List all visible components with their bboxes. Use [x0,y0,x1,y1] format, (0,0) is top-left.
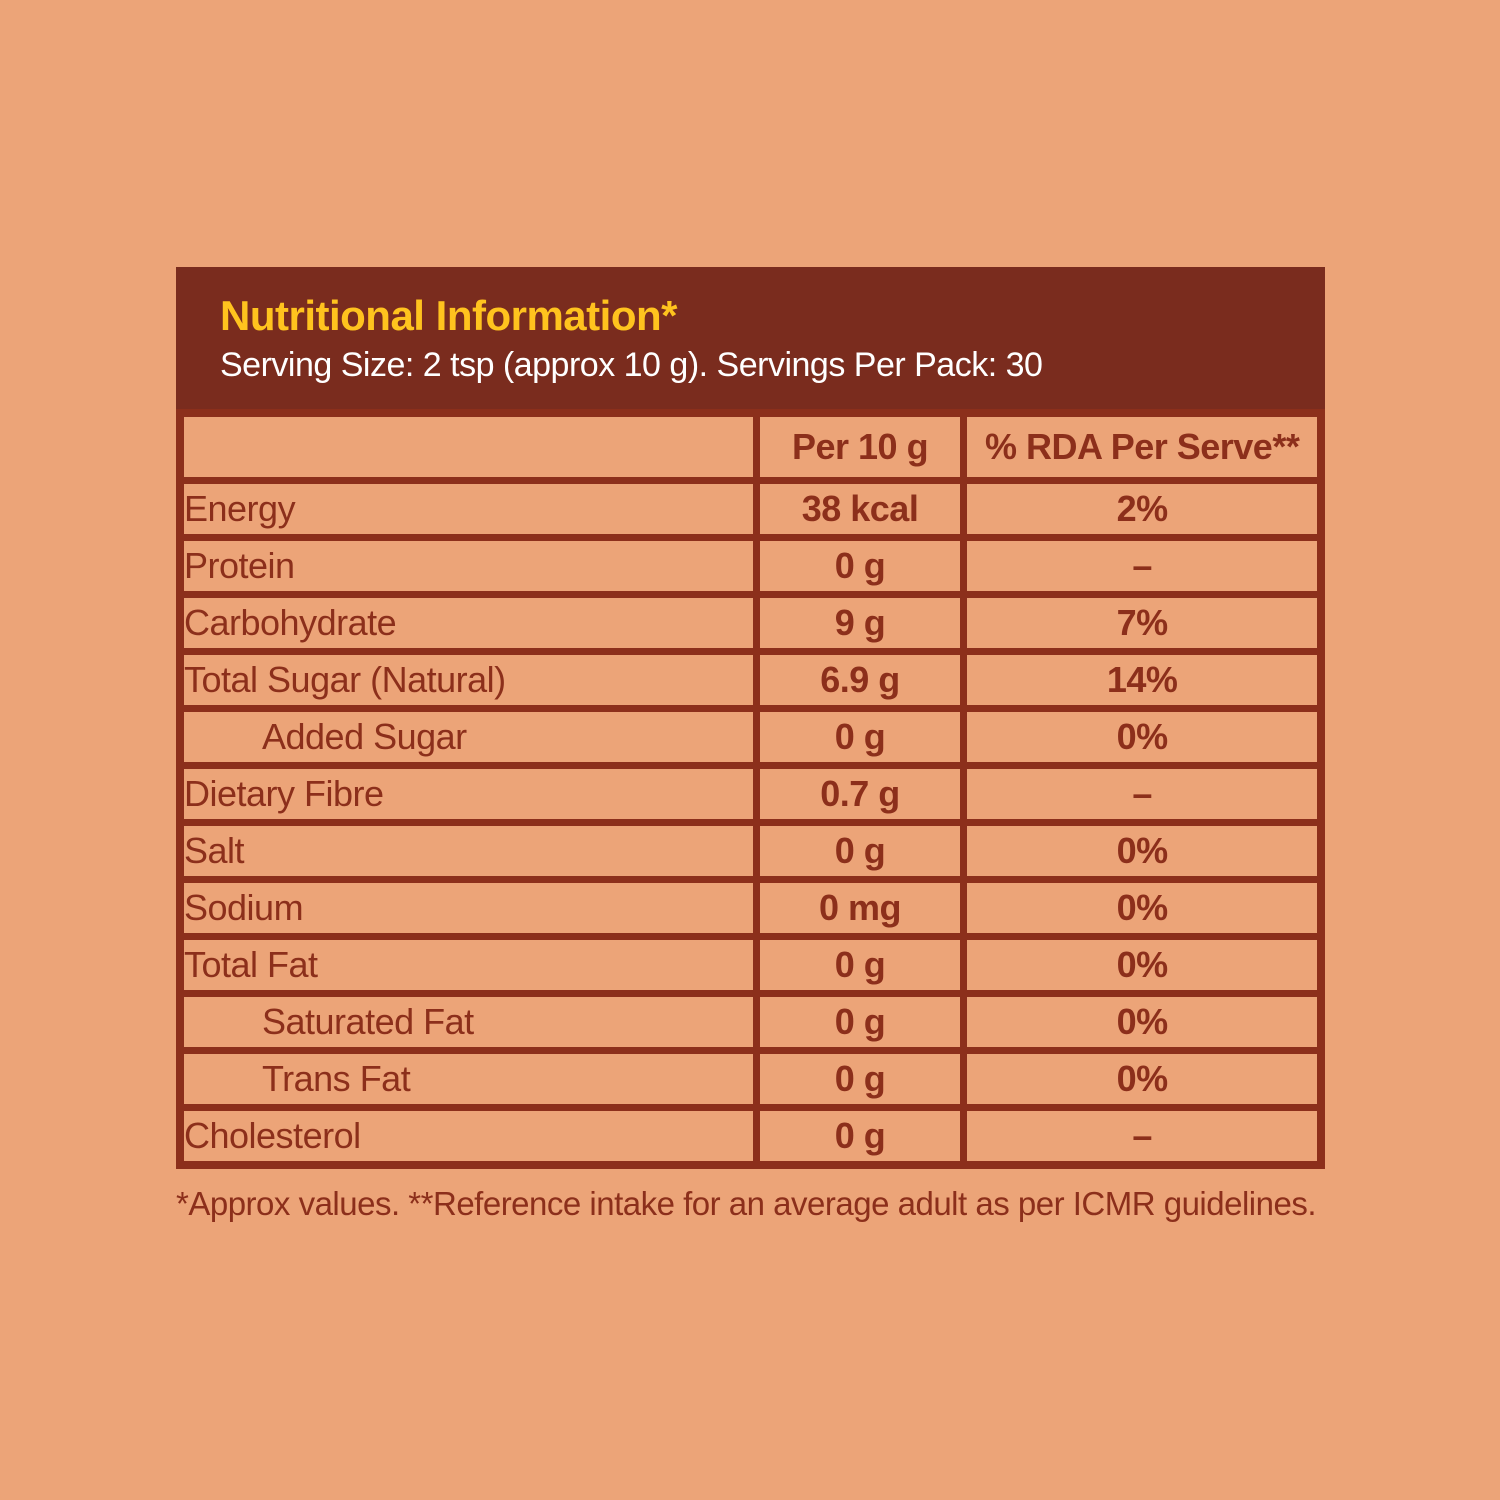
table-row: Energy 38 kcal 2% [176,477,1325,542]
nutrient-label: Cholesterol [176,1104,760,1169]
rda-value: 0% [960,876,1325,941]
per-10g-value: 9 g [752,591,968,656]
table-row: Sodium 0 mg 0% [176,876,1325,941]
per-10g-value: 0 g [752,933,968,998]
nutrient-label: Total Fat [176,933,760,998]
rda-value: 0% [960,705,1325,770]
per-10g-value: 0 g [752,1047,968,1112]
per-10g-value: 0 mg [752,876,968,941]
nutrition-table: Per 10 g % RDA Per Serve** Energy 38 kca… [176,408,1325,1169]
nutrient-label: Trans Fat [176,1047,760,1112]
table-row: Total Fat 0 g 0% [176,933,1325,998]
rda-value: 0% [960,1047,1325,1112]
per-10g-value: 6.9 g [752,648,968,713]
table-row: Dietary Fibre 0.7 g – [176,762,1325,827]
nutrient-label: Dietary Fibre [176,762,760,827]
column-header-rda-per-serve: % RDA Per Serve** [960,409,1325,485]
table-row: Saturated Fat 0 g 0% [176,990,1325,1055]
rda-value: – [960,1104,1325,1169]
nutrient-label: Added Sugar [176,705,760,770]
per-10g-value: 38 kcal [752,477,968,542]
rda-value: 7% [960,591,1325,656]
per-10g-value: 0 g [752,819,968,884]
per-10g-value: 0 g [752,534,968,599]
table-row: Salt 0 g 0% [176,819,1325,884]
label-header-bar: Nutritional Information* Serving Size: 2… [176,267,1325,409]
column-header-blank [176,409,760,485]
per-10g-value: 0.7 g [752,762,968,827]
nutrient-label: Saturated Fat [176,990,760,1055]
nutrient-label: Energy [176,477,760,542]
page-title: Nutritional Information* [220,292,677,339]
rda-value: – [960,762,1325,827]
per-10g-value: 0 g [752,705,968,770]
column-header-per-10g: Per 10 g [752,409,968,485]
rda-value: 0% [960,933,1325,998]
per-10g-value: 0 g [752,990,968,1055]
nutrient-label: Carbohydrate [176,591,760,656]
nutrient-label: Salt [176,819,760,884]
rda-value: 0% [960,819,1325,884]
rda-value: 14% [960,648,1325,713]
table-row: Cholesterol 0 g – [176,1104,1325,1169]
nutrition-label-panel: Nutritional Information* Serving Size: 2… [176,267,1325,1223]
nutrient-label: Total Sugar (Natural) [176,648,760,713]
nutrient-label: Protein [176,534,760,599]
rda-value: 2% [960,477,1325,542]
footnote-text: *Approx values. **Reference intake for a… [176,1184,1317,1222]
table-header-row: Per 10 g % RDA Per Serve** [176,409,1325,485]
rda-value: 0% [960,990,1325,1055]
table-row: Total Sugar (Natural) 6.9 g 14% [176,648,1325,713]
serving-size-subtitle: Serving Size: 2 tsp (approx 10 g). Servi… [220,346,1043,385]
table-row: Carbohydrate 9 g 7% [176,591,1325,656]
per-10g-value: 0 g [752,1104,968,1169]
table-row: Added Sugar 0 g 0% [176,705,1325,770]
rda-value: – [960,534,1325,599]
table-row: Protein 0 g – [176,534,1325,599]
nutrient-label: Sodium [176,876,760,941]
table-row: Trans Fat 0 g 0% [176,1047,1325,1112]
